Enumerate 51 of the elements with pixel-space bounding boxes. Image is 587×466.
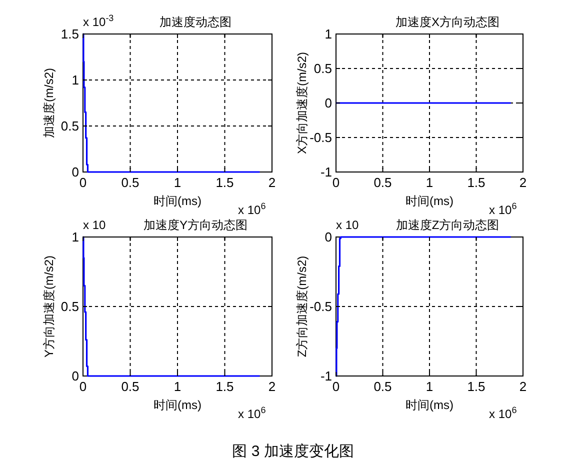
x-tick-label: 1 bbox=[426, 379, 434, 394]
text: x 10$^{6}$ bbox=[489, 405, 517, 421]
x-tick-label: 1.5 bbox=[216, 379, 234, 394]
x-tick-label: 0.5 bbox=[121, 175, 140, 190]
x-tick-label: 1 bbox=[426, 175, 434, 190]
x-axis-title: 时间(ms) bbox=[154, 398, 202, 412]
y-axis-title: Y方向加速度(m/s2) bbox=[42, 255, 56, 358]
text: x 10$^{6}$ bbox=[489, 201, 517, 217]
x-tick-label: 0.5 bbox=[374, 175, 392, 190]
y-tick-label: 1 bbox=[324, 26, 332, 42]
text: x 10 bbox=[83, 218, 106, 232]
x-tick-label: 1 bbox=[174, 379, 182, 394]
x-axis-title: 时间(ms) bbox=[406, 194, 454, 208]
text: x 10$^{-3}$ bbox=[83, 13, 114, 29]
y-axis-title: Z方向加速度(m/s2) bbox=[295, 256, 309, 358]
y-tick-label: 1 bbox=[72, 72, 79, 88]
y-tick-label: 0 bbox=[72, 368, 79, 384]
y-tick-label: 0.5 bbox=[60, 299, 79, 314]
y-tick-label: 0 bbox=[72, 164, 79, 180]
y-tick-label: 1 bbox=[72, 230, 79, 244]
x-tick-label: 0.5 bbox=[374, 379, 392, 394]
x-tick-label: 1.5 bbox=[467, 379, 486, 394]
y-axis-title: X方向加速度(m/s2) bbox=[295, 52, 309, 154]
text: x 10$^{6}$ bbox=[238, 201, 266, 217]
text: x 10 bbox=[336, 218, 360, 232]
y-tick-label: 0.5 bbox=[314, 61, 332, 76]
x-axis-title: 时间(ms) bbox=[154, 194, 202, 208]
y-tick-label: 0.5 bbox=[60, 118, 79, 134]
x-tick-label: 2 bbox=[519, 175, 527, 190]
text: 图 3 加速度变化图 bbox=[232, 443, 354, 460]
chart-title: 加速度X方向动态图 bbox=[395, 15, 500, 29]
x-tick-label: 2 bbox=[268, 175, 276, 190]
x-tick-label: 2 bbox=[268, 379, 276, 394]
y-tick-label: 1.5 bbox=[60, 26, 79, 42]
x-tick-label: 1.5 bbox=[216, 175, 234, 190]
y-tick-label: 0 bbox=[324, 230, 332, 244]
y-tick-label: 0 bbox=[324, 96, 332, 110]
x-tick-label: 1 bbox=[174, 175, 182, 190]
chart-title: 加速度Z方向动态图 bbox=[396, 218, 500, 232]
chart-title: 加速度Y方向动态图 bbox=[143, 218, 248, 232]
y-tick-label: -1 bbox=[320, 368, 332, 384]
x-tick-label: 1.5 bbox=[467, 175, 486, 190]
x-axis-title: 时间(ms) bbox=[406, 398, 454, 412]
x-tick-label: 2 bbox=[519, 379, 527, 394]
x-tick-label: 0.5 bbox=[121, 379, 140, 394]
text: x 10$^{6}$ bbox=[238, 405, 266, 421]
chart-title: 加速度动态图 bbox=[160, 15, 232, 29]
y-tick-label: -1 bbox=[320, 164, 332, 180]
y-tick-label: -0.5 bbox=[310, 130, 332, 145]
y-tick-label: -0.5 bbox=[310, 299, 332, 314]
y-axis-title: 加速度(m/s2) bbox=[42, 68, 56, 138]
